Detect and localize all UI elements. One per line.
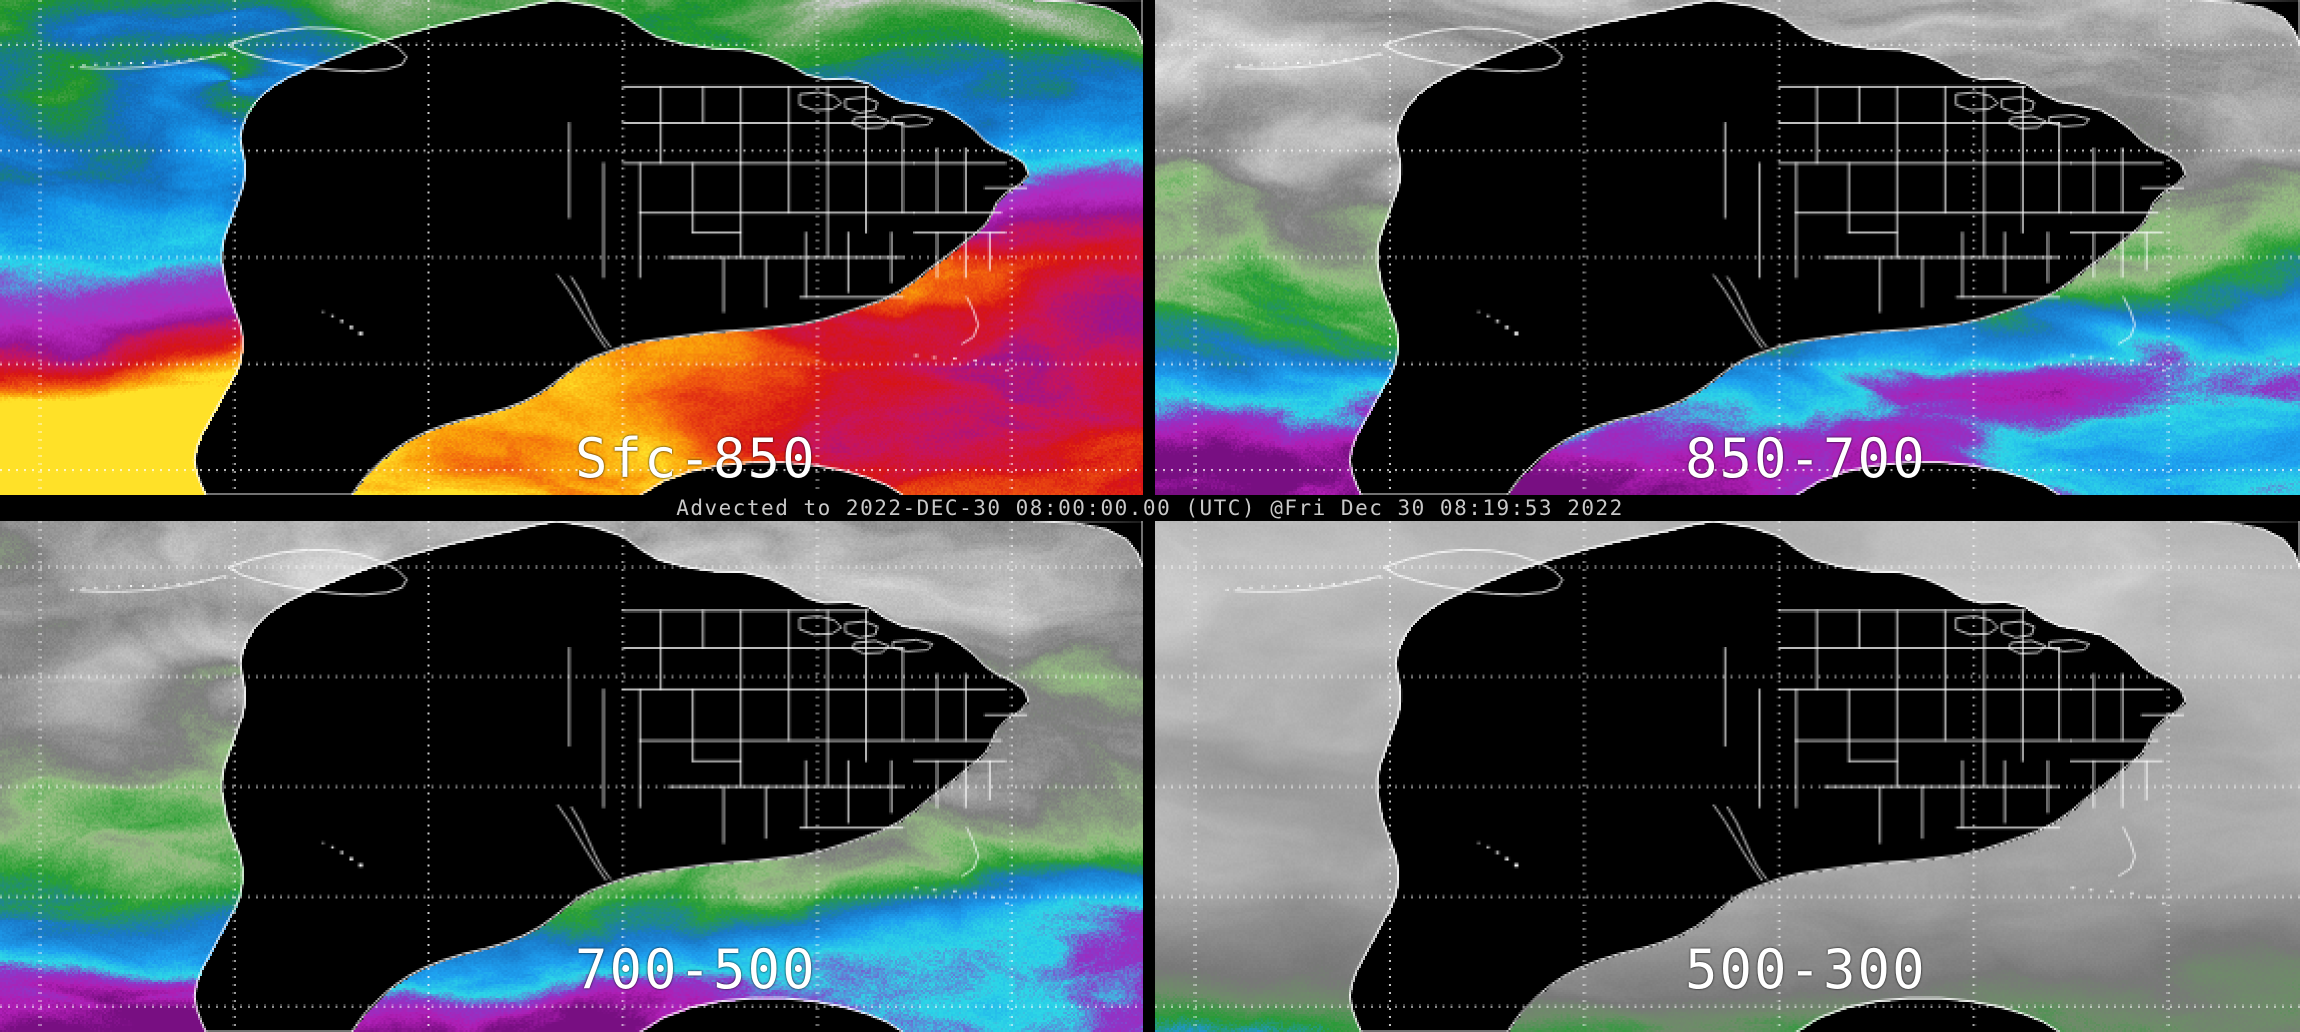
- timestamp-band: [0, 495, 2300, 521]
- panel-850-700[interactable]: 850-700: [1155, 0, 2300, 495]
- panel-700-500-imagery: [0, 521, 1143, 1032]
- panel-850-700-label: 850-700: [1685, 427, 1927, 490]
- panel-500-300-label: 500-300: [1685, 938, 1927, 1001]
- panel-sfc-850[interactable]: Sfc-850: [0, 0, 1143, 495]
- panel-sfc-850-imagery: [0, 0, 1143, 495]
- panel-850-700-imagery: [1155, 0, 2300, 495]
- timestamp-text: Advected to 2022-DEC-30 08:00:00.00 (UTC…: [676, 496, 1624, 520]
- panel-700-500[interactable]: 700-500: [0, 521, 1143, 1032]
- panel-sfc-850-label: Sfc-850: [575, 427, 817, 490]
- panel-500-300[interactable]: 500-300: [1155, 521, 2300, 1032]
- panel-500-300-imagery: [1155, 521, 2300, 1032]
- panel-700-500-label: 700-500: [575, 938, 817, 1001]
